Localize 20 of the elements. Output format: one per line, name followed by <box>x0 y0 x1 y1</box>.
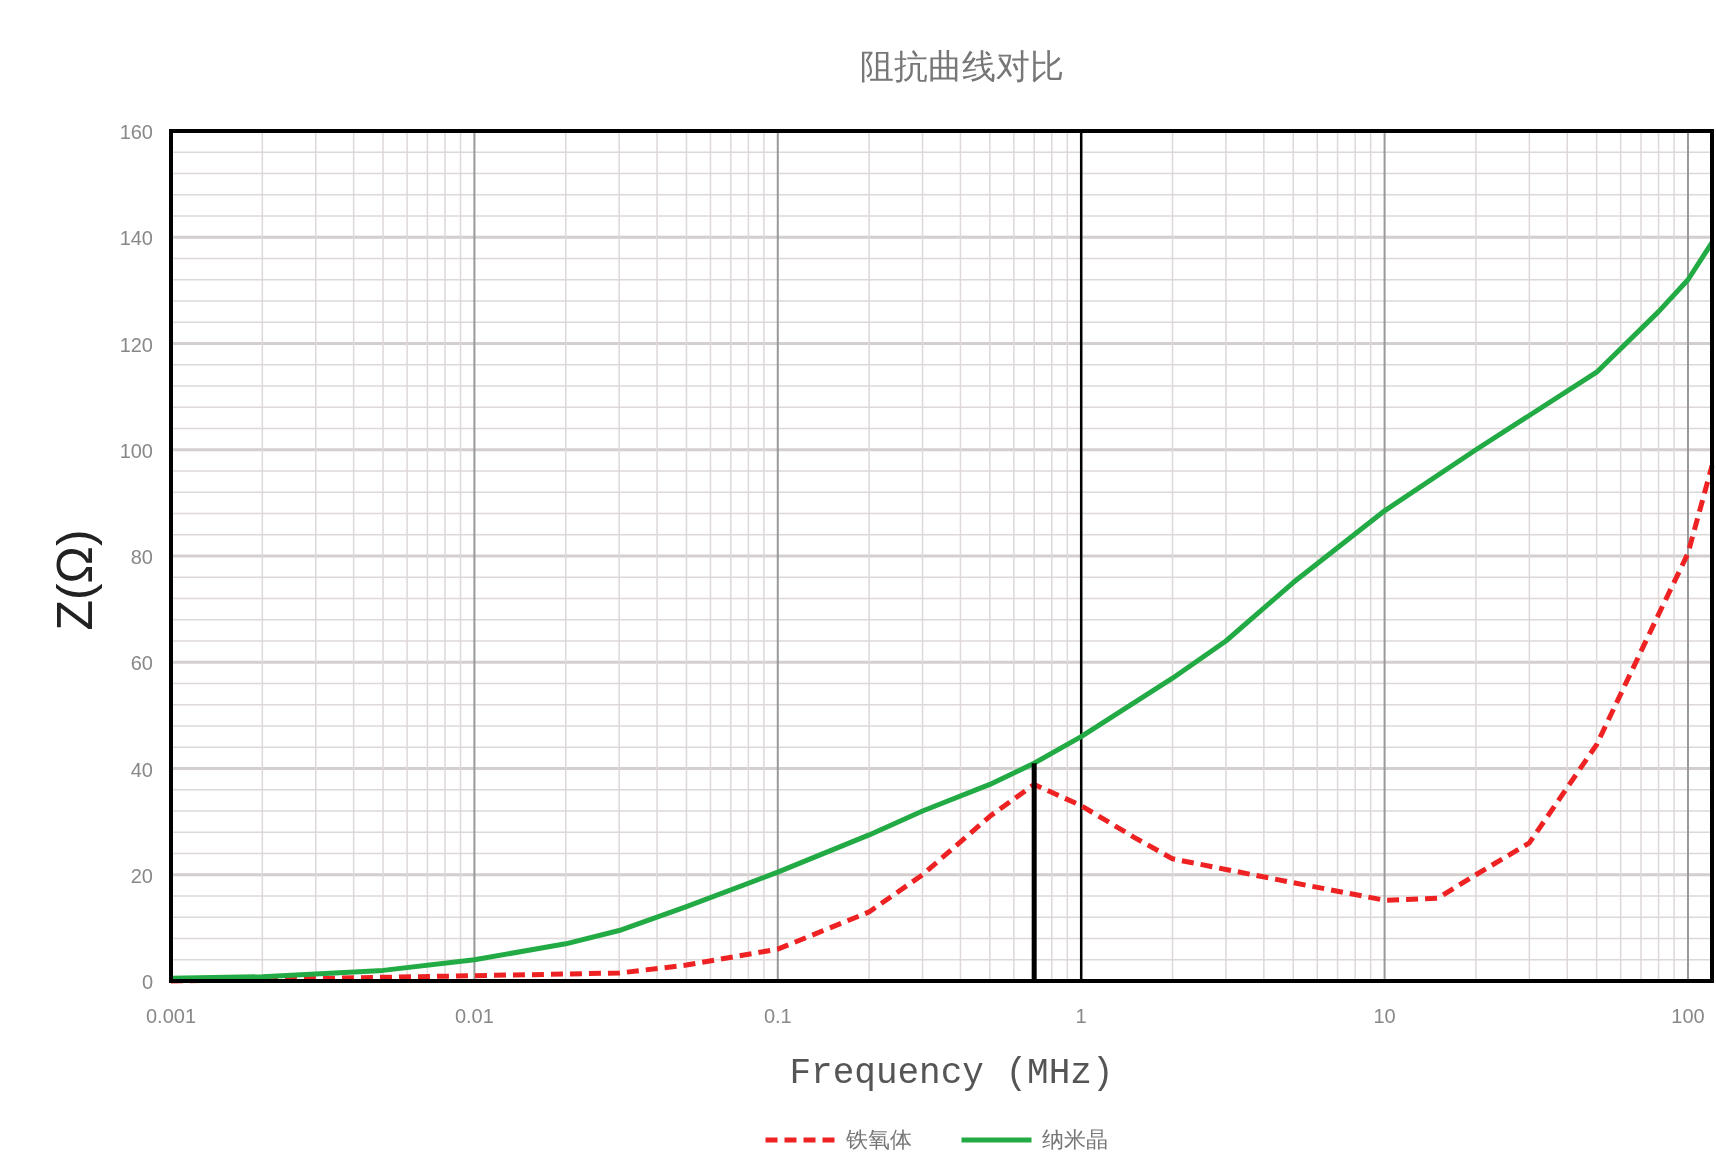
y-tick-label: 80 <box>130 546 153 568</box>
x-tick-label: 100 <box>1671 1005 1705 1027</box>
y-tick-label: 140 <box>119 227 153 250</box>
y-tick-label: 160 <box>119 121 153 143</box>
y-axis-title: Z(Ω) <box>47 529 103 631</box>
y-tick-label: 100 <box>119 439 153 462</box>
legend-label: 铁氧体 <box>844 1127 912 1152</box>
y-tick-label: 40 <box>130 758 153 781</box>
y-tick-label: 120 <box>119 333 153 356</box>
chart-title: 阻抗曲线对比 <box>859 47 1064 85</box>
y-tick-label: 0 <box>141 971 153 993</box>
x-tick-label: 0.001 <box>145 1005 197 1027</box>
x-tick-label: 1 <box>1075 1005 1087 1027</box>
y-tick-label: 20 <box>130 864 153 887</box>
x-tick-label: 0.1 <box>763 1005 792 1027</box>
legend-label: 纳米晶 <box>1041 1127 1108 1152</box>
x-tick-label: 0.01 <box>454 1005 494 1027</box>
y-tick-label: 60 <box>130 652 153 675</box>
x-axis-title: Frequency (MHz) <box>789 1053 1114 1094</box>
x-tick-label: 10 <box>1373 1005 1396 1027</box>
